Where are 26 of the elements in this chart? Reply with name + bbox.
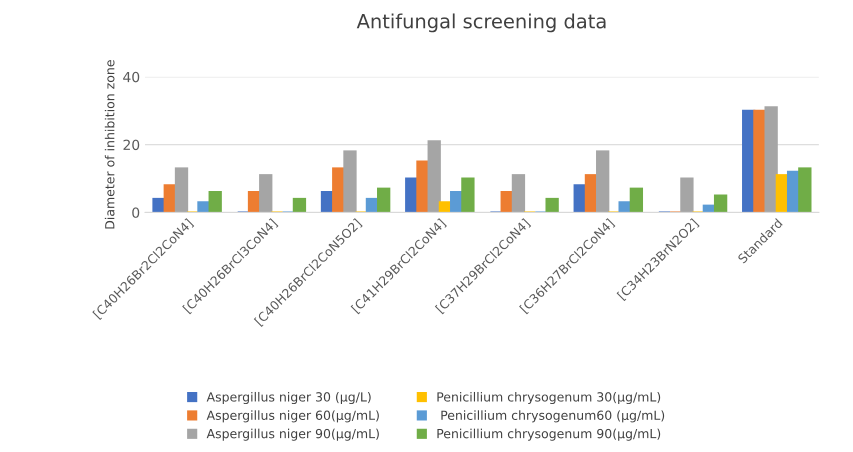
bar [208,191,222,212]
y-tick-label: 0 [132,207,140,218]
bar [798,167,812,212]
bar [714,194,728,212]
legend-label: Aspergillus niger 90(µg/mL) [206,428,379,441]
legend-label: Penicillium chrysogenum 90(µg/mL) [437,428,660,441]
y-tick-label: 40 [123,72,140,82]
legend-label: Aspergillus niger 60(µg/mL) [206,410,379,422]
bar [764,106,778,212]
bar [630,188,644,212]
bar [680,177,694,212]
legend-label: Aspergillus niger 30 (µg/L) [206,392,371,404]
legend-label: Penicillium chrysogenum 30(µg/mL) [437,392,660,404]
legend-label: Penicillium chrysogenum60 (µg/mL) [441,410,664,422]
bar [428,140,441,212]
bar [545,198,559,212]
bar [343,150,357,212]
y-tick-label: 20 [123,140,140,150]
bar [512,174,526,212]
bar [174,167,188,212]
chart-title: Antifungal screening data [356,13,606,32]
bar [461,177,475,212]
bar [596,150,610,212]
bar [259,174,272,212]
bar [377,188,390,212]
bar [292,198,306,212]
